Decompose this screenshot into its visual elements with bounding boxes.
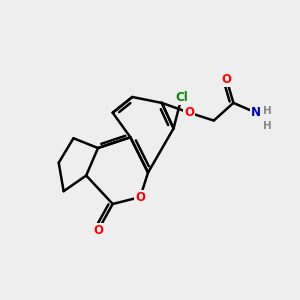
Text: H: H: [263, 121, 272, 131]
Text: O: O: [93, 224, 103, 237]
Text: O: O: [135, 190, 145, 204]
Text: Cl: Cl: [175, 92, 188, 104]
Text: N: N: [251, 106, 261, 119]
Text: O: O: [184, 106, 194, 119]
Text: H: H: [263, 106, 272, 116]
Text: O: O: [222, 73, 232, 86]
